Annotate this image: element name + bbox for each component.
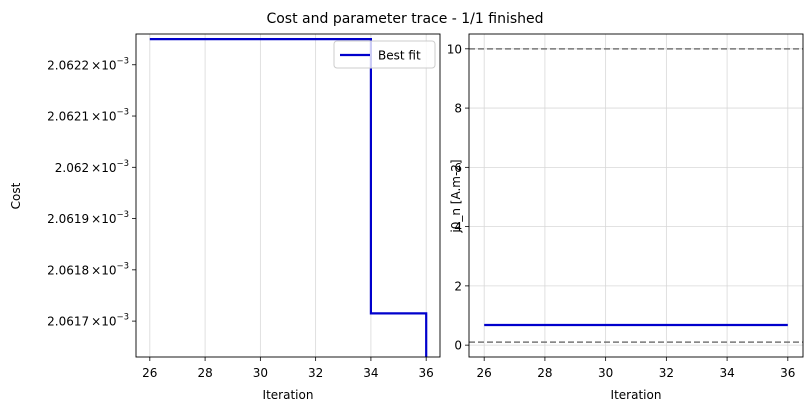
parameter-y-axis-label: j0_n [A.m-2]: [449, 159, 463, 233]
cost-x-ticks: 26 28 30 32 34 36: [142, 357, 434, 380]
legend-entry-best-fit: Best fit: [378, 49, 421, 63]
cost-x-tick-label: 36: [419, 366, 434, 380]
cost-y-tick-label: 2.0619 ×10−3: [47, 210, 129, 226]
cost-y-tick-exponent: −3: [116, 313, 129, 323]
parameter-x-tick-label: 36: [780, 366, 795, 380]
cost-y-tick-multiplier: ×10: [91, 212, 116, 226]
cost-y-tick-mantissa: 2.0617: [47, 315, 89, 329]
cost-y-tick-label: 2.0621 ×10−3: [47, 108, 129, 124]
parameter-axes-frame: [468, 33, 804, 358]
parameter-chart: 26 28 30 32 34 36 0 2 4 6 8 10 Iteration j0_n [A.m…: [447, 33, 804, 402]
cost-x-tick-label: 34: [363, 366, 378, 380]
cost-series-best-fit: [149, 37, 428, 357]
parameter-x-tick-label: 26: [477, 366, 492, 380]
parameter-y-tick-label: 4: [454, 220, 462, 234]
parameter-x-tick-label: 30: [598, 366, 613, 380]
figure-title: Cost and parameter trace - 1/1 finished: [266, 11, 543, 27]
cost-x-tick-label: 26: [142, 366, 157, 380]
cost-x-tick-label: 30: [253, 366, 268, 380]
cost-series: [149, 37, 428, 357]
cost-y-tick-exponent: −3: [116, 261, 129, 271]
cost-x-axis-label: Iteration: [263, 388, 314, 402]
cost-y-tick-multiplier: ×10: [91, 58, 116, 72]
cost-y-tick-multiplier: ×10: [91, 315, 116, 329]
parameter-y-tick-label: 10: [447, 42, 462, 56]
cost-x-tick-label: 28: [197, 366, 212, 380]
cost-y-tick-mantissa: 2.0622: [47, 58, 89, 72]
parameter-y-ticks: 0 2 4 6 8 10: [447, 42, 469, 353]
cost-legend: Best fit: [333, 40, 436, 69]
cost-y-tick-multiplier: ×10: [91, 110, 116, 124]
cost-y-tick-exponent: −3: [116, 159, 129, 169]
parameter-x-tick-label: 28: [537, 366, 552, 380]
cost-y-tick-exponent: −3: [116, 108, 129, 118]
cost-y-tick-exponent: −3: [116, 210, 129, 220]
parameter-x-tick-label: 34: [719, 366, 734, 380]
cost-y-ticks: 2.0617 ×10−32.0618 ×10−32.0619 ×10−32.062 ×1…: [47, 56, 136, 329]
parameter-y-tick-label: 6: [454, 161, 462, 175]
cost-y-tick-multiplier: ×10: [91, 263, 116, 277]
cost-y-tick-exponent: −3: [116, 56, 129, 66]
cost-y-tick-label: 2.062 ×10−3: [55, 159, 129, 175]
parameter-y-tick-label: 2: [454, 279, 462, 293]
cost-y-tick-mantissa: 2.062: [55, 161, 89, 175]
cost-y-tick-mantissa: 2.0618: [47, 263, 89, 277]
cost-y-tick-mantissa: 2.0619: [47, 212, 89, 226]
cost-y-tick-label: 2.0617 ×10−3: [47, 313, 129, 329]
legend-box: [333, 40, 436, 69]
parameter-x-tick-label: 32: [659, 366, 674, 380]
parameter-x-axis-label: Iteration: [611, 388, 662, 402]
parameter-bounds: [469, 48, 803, 343]
cost-axes-frame: [135, 33, 441, 358]
parameter-y-tick-label: 0: [454, 339, 462, 353]
cost-grid: [149, 34, 427, 357]
cost-y-tick-label: 2.0622 ×10−3: [47, 56, 129, 72]
parameter-y-tick-label: 8: [454, 102, 462, 116]
cost-y-tick-multiplier: ×10: [91, 161, 116, 175]
cost-y-tick-mantissa: 2.0621: [47, 110, 89, 124]
cost-x-tick-label: 32: [308, 366, 323, 380]
cost-chart: 26 28 30 32 34 36 2.0617 ×10−32.0618 ×10−32.061…: [9, 33, 441, 402]
parameter-x-ticks: 26 28 30 32 34 36: [477, 357, 795, 380]
parameter-grid: [469, 34, 803, 357]
cost-y-axis-label: Cost: [9, 182, 23, 209]
cost-y-tick-label: 2.0618 ×10−3: [47, 261, 129, 277]
